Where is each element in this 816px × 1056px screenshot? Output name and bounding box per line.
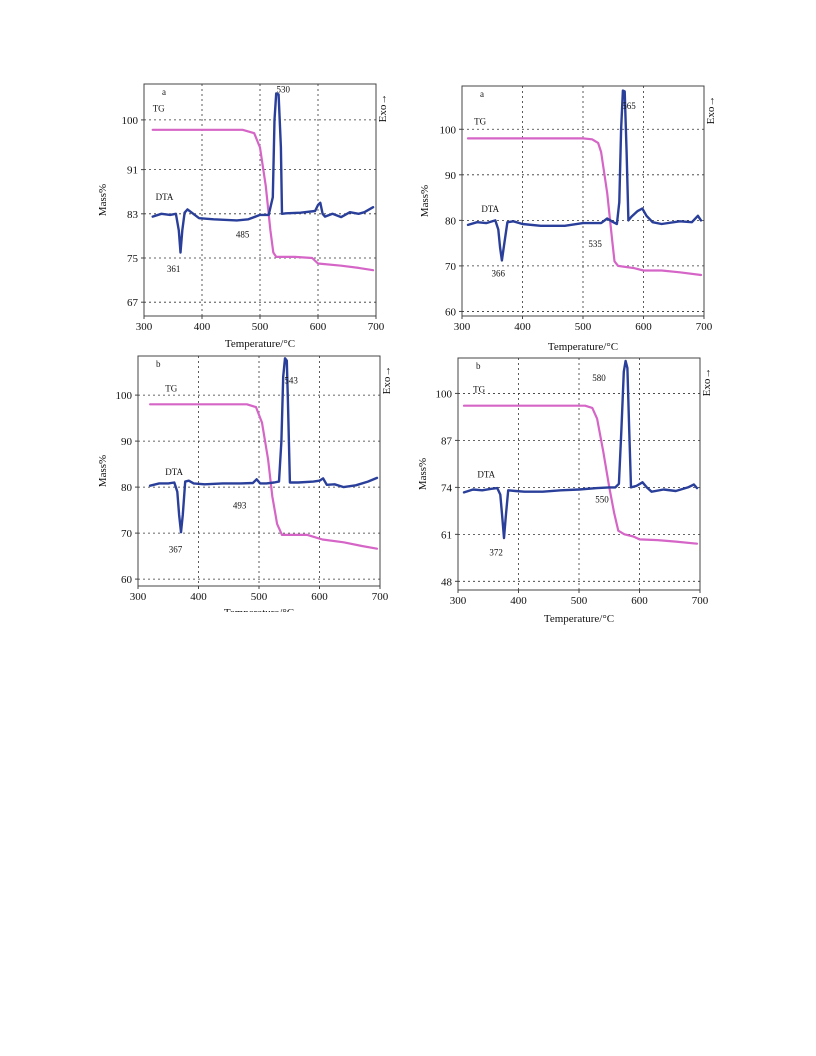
x-tick-label: 400 [190, 591, 207, 603]
chart-panel-bottom-right: 300 400 500 600 700 48 61 74 87 100 Temperature/°C… [417, 352, 720, 632]
y-tick-label: 87 [441, 435, 453, 447]
panel-letter: a [162, 87, 166, 97]
dta-curve [148, 357, 379, 534]
tg-label: TG [165, 383, 177, 393]
y-tick-label: 90 [121, 436, 133, 448]
x-tick-label: 700 [368, 321, 385, 333]
peak-annotation: 550 [595, 495, 609, 505]
exo-label: Exo→ [705, 96, 717, 125]
panel-letter: a [480, 89, 484, 99]
y-tick-label: 48 [441, 576, 453, 588]
x-tick-label: 300 [136, 321, 153, 333]
chart-group: 300 400 500 600 700 60 70 80 90 100 Temperature/°C… [97, 355, 393, 619]
dta-label: DTA [156, 192, 174, 202]
y-tick-label: 90 [445, 170, 457, 182]
peak-annotation: 366 [492, 268, 506, 278]
x-tick-label: 600 [311, 591, 328, 603]
x-tick-label: 400 [514, 321, 531, 333]
peak-annotation: 361 [167, 264, 181, 274]
x-tick-label: 500 [251, 591, 268, 603]
x-axis-title: Temperature/°C [548, 341, 618, 353]
x-tick-label: 700 [696, 321, 713, 333]
peak-annotation: 543 [284, 376, 298, 386]
y-axis-title: Mass% [97, 184, 109, 216]
y-tick-label: 61 [441, 529, 452, 541]
y-tick-label: 80 [445, 215, 457, 227]
y-tick-label: 80 [121, 482, 133, 494]
dta-curve [462, 359, 699, 540]
x-tick-label: 600 [631, 595, 648, 607]
x-tick-label: 600 [635, 321, 652, 333]
x-tick-label: 500 [575, 321, 592, 333]
y-tick-label: 67 [127, 297, 139, 309]
chart-svg-bottom-right: 300 400 500 600 700 48 61 74 87 100 Temperature/°C… [417, 357, 713, 625]
y-tick-label: 100 [116, 390, 133, 402]
x-axis-title: Temperature/°C [225, 338, 295, 350]
chart-svg-bottom-left: 300 400 500 600 700 60 70 80 90 100 Temperature/°C… [97, 355, 393, 619]
dta-label: DTA [477, 470, 495, 480]
chart-panel-top-right: 300 400 500 600 700 60 70 80 90 100 Temperature/°C… [416, 80, 722, 360]
y-tick-label: 70 [445, 261, 457, 273]
dta-curve [151, 92, 375, 254]
x-tick-label: 700 [692, 595, 709, 607]
tg-label: TG [474, 117, 486, 127]
peak-annotation: 565 [622, 101, 636, 111]
exo-label: Exo→ [701, 368, 713, 397]
x-tick-label: 500 [252, 321, 269, 333]
peak-annotation: 530 [276, 84, 290, 94]
chart-panel-top-left: 300 400 500 600 700 67 75 83 91 100 Temperature/°C… [96, 78, 398, 358]
peak-annotation: 493 [233, 501, 247, 511]
x-tick-label: 400 [510, 595, 527, 607]
y-tick-label: 91 [127, 165, 138, 177]
x-tick-label: 400 [194, 321, 211, 333]
peak-annotation: 485 [236, 230, 250, 240]
peak-annotation: 535 [588, 239, 602, 249]
exo-label: Exo→ [377, 94, 389, 123]
y-tick-label: 60 [445, 306, 457, 318]
tg-curve [151, 128, 375, 272]
panel-letter: b [156, 359, 161, 369]
dta-curve [466, 89, 703, 262]
peak-annotation: 367 [169, 544, 183, 554]
x-tick-label: 600 [310, 321, 327, 333]
tg-curve [466, 137, 703, 277]
y-tick-label: 70 [121, 528, 133, 540]
tg-label: TG [153, 104, 165, 114]
x-tick-label: 300 [454, 321, 471, 333]
y-tick-label: 100 [436, 388, 453, 400]
y-tick-label: 100 [440, 124, 457, 136]
exo-label: Exo→ [381, 366, 393, 395]
chart-svg-top-right: 300 400 500 600 700 60 70 80 90 100 Temperature/°C… [419, 85, 717, 353]
chart-svg-top-left: 300 400 500 600 700 67 75 83 91 100 Temperature/°C… [97, 83, 389, 350]
tg-label: TG [473, 384, 485, 394]
y-tick-label: 75 [127, 253, 139, 265]
chart-group: 300 400 500 600 700 48 61 74 87 100 Temperature/°C… [417, 357, 713, 625]
y-tick-label: 60 [121, 574, 133, 586]
y-tick-label: 100 [122, 115, 139, 127]
y-tick-label: 83 [127, 209, 139, 221]
peak-annotation: 580 [592, 373, 606, 383]
tg-curve [149, 403, 379, 550]
x-tick-label: 300 [450, 595, 467, 607]
tg-curve [462, 404, 699, 545]
x-tick-label: 300 [130, 591, 147, 603]
peak-annotation: 372 [489, 547, 503, 557]
x-tick-label: 700 [372, 591, 389, 603]
chart-panel-bottom-left: 300 400 500 600 700 60 70 80 90 100 Temperature/°C… [96, 350, 402, 619]
dta-label: DTA [165, 467, 183, 477]
y-axis-title: Mass% [418, 458, 429, 490]
y-axis-title: Mass% [419, 185, 431, 217]
chart-group: 300 400 500 600 700 60 70 80 90 100 Temperature/°C… [419, 85, 717, 353]
y-axis-title: Mass% [97, 455, 109, 487]
x-tick-label: 500 [571, 595, 588, 607]
x-axis-title: Temperature/°C [544, 613, 614, 625]
chart-group: 300 400 500 600 700 67 75 83 91 100 Temperature/°C… [97, 83, 389, 350]
y-tick-label: 74 [441, 482, 453, 494]
dta-label: DTA [481, 204, 499, 214]
x-axis-title: Temperature/°C [224, 607, 294, 612]
panel-letter: b [476, 361, 481, 371]
